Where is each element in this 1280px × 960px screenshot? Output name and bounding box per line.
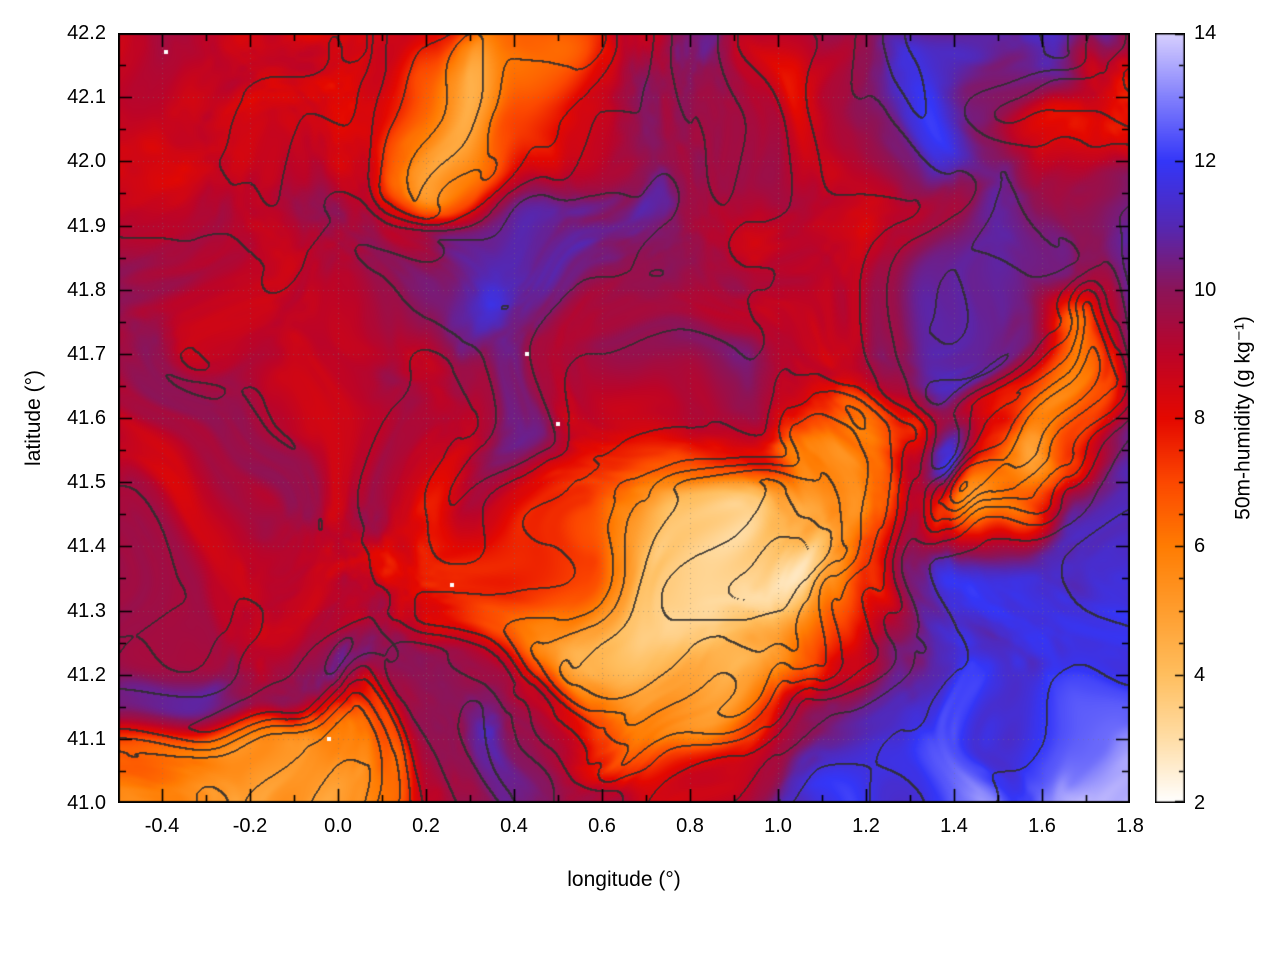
cb-tick-label: 14 xyxy=(1194,22,1217,44)
x-tick-label: 0.6 xyxy=(588,815,616,837)
cb-tick-label: 8 xyxy=(1194,407,1206,429)
cb-tick-label: 4 xyxy=(1194,663,1206,686)
y-tick-label: 42.1 xyxy=(67,86,106,109)
colorbar-canvas xyxy=(1155,33,1185,803)
y-tick-label: 41.9 xyxy=(67,214,106,237)
x-tick-label: 1.2 xyxy=(852,815,880,837)
y-tick-label: 41.2 xyxy=(67,663,106,686)
y-tick-label: 41.1 xyxy=(67,727,106,750)
x-axis-label: longitude (°) xyxy=(567,868,681,891)
x-tick-label: 1.0 xyxy=(764,815,792,837)
y-tick-label: 42.0 xyxy=(67,150,106,173)
x-tick-label: 1.6 xyxy=(1028,815,1056,837)
y-tick-label: 41.3 xyxy=(67,599,106,622)
cb-tick-label: 2 xyxy=(1194,792,1206,814)
x-tick-label: 0.8 xyxy=(676,815,704,837)
y-tick-label: 41.6 xyxy=(67,407,106,429)
cb-tick-label: 12 xyxy=(1194,150,1217,173)
cb-tick-label: 10 xyxy=(1194,278,1217,301)
y-tick-label: 41.8 xyxy=(67,278,106,301)
x-tick-label: 0.2 xyxy=(412,815,440,837)
x-tick-label: -0.4 xyxy=(144,815,180,837)
x-tick-label: 0.0 xyxy=(324,815,352,837)
y-tick-label: 41.5 xyxy=(67,471,106,494)
colorbar-label: 50m-humidity (g kg⁻¹) xyxy=(1231,316,1255,520)
heatmap-canvas xyxy=(118,33,1130,803)
y-tick-label: 42.2 xyxy=(67,22,106,44)
cb-tick-label: 6 xyxy=(1194,535,1206,558)
x-tick-label: 1.8 xyxy=(1116,815,1144,837)
x-tick-label: -0.2 xyxy=(232,815,268,837)
y-tick-label: 41.4 xyxy=(67,535,106,558)
x-tick-label: 1.4 xyxy=(940,815,968,837)
x-tick-label: 0.4 xyxy=(500,815,528,837)
y-tick-label: 41.7 xyxy=(67,342,106,365)
y-tick-label: 41.0 xyxy=(67,792,106,814)
